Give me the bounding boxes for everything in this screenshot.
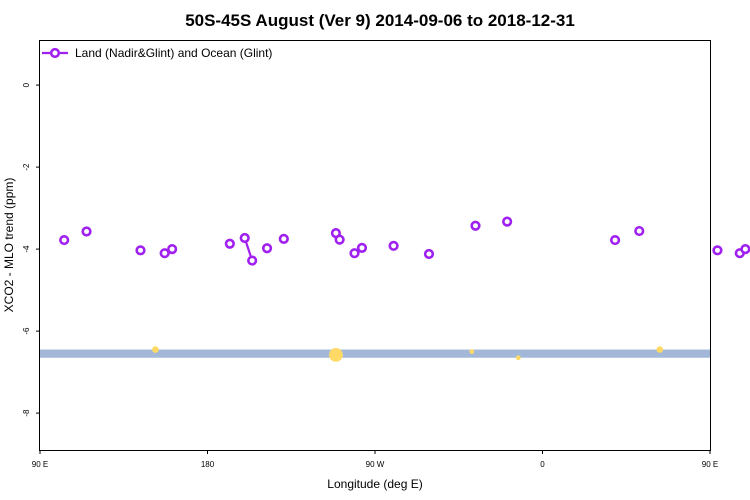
y-axis-label: XCO2 - MLO trend (ppm)	[2, 178, 16, 313]
x-tick-label-4: 90 E	[702, 460, 718, 469]
data-point-5	[224, 238, 235, 249]
data-point-3	[159, 248, 170, 259]
x-tick-label-2: 90 W	[366, 460, 385, 469]
data-point-0	[59, 234, 70, 246]
x-tick-label-3: 0	[540, 460, 545, 469]
data-point-6	[239, 232, 250, 244]
x-axis: 90 E 180 90 W 0 90 E	[32, 450, 718, 469]
reference-band-rect	[40, 349, 710, 358]
data-point-8	[261, 243, 273, 254]
data-point-1	[81, 226, 92, 237]
band-marker-0	[152, 346, 159, 353]
reference-band	[40, 346, 710, 362]
data-point-14	[388, 240, 399, 251]
x-axis-label: Longitude (deg E)	[327, 477, 422, 491]
band-marker-3	[515, 355, 521, 361]
band-marker-2	[469, 349, 475, 354]
x-tick-label-1: 180	[201, 460, 215, 469]
y-tick-label-2: -4	[22, 245, 31, 253]
data-point-16	[470, 220, 481, 231]
data-point-9	[278, 233, 289, 244]
data-point-22	[740, 244, 750, 255]
chart-title: 50S-45S August (Ver 9) 2014-09-06 to 201…	[185, 11, 575, 30]
legend-entry-label: Land (Nadir&Glint) and Ocean (Glint)	[75, 46, 272, 60]
x-tick-label-0: 90 E	[32, 460, 48, 469]
y-tick-label-0: 0	[22, 82, 31, 87]
series-layer	[59, 216, 750, 266]
y-tick-label-1: -2	[22, 163, 31, 171]
band-marker-1	[329, 347, 343, 362]
y-tick-label-3: -6	[22, 327, 31, 335]
y-tick-label-4: -8	[22, 409, 31, 417]
data-point-19	[634, 225, 645, 237]
data-point-13	[356, 242, 368, 253]
data-point-2	[135, 245, 146, 256]
legend: Land (Nadir&Glint) and Ocean (Glint)	[42, 46, 272, 60]
data-point-12	[349, 248, 360, 259]
data-point-7	[247, 255, 258, 266]
data-point-18	[609, 234, 621, 246]
data-point-17	[502, 216, 513, 227]
band-marker-4	[656, 346, 664, 353]
data-point-11	[334, 234, 345, 245]
data-point-20	[712, 245, 723, 256]
data-point-15	[423, 248, 435, 260]
y-axis: 0 -2 -4 -6 -8	[22, 82, 40, 417]
legend-marker-sample	[49, 47, 61, 59]
data-point-4	[167, 244, 178, 255]
